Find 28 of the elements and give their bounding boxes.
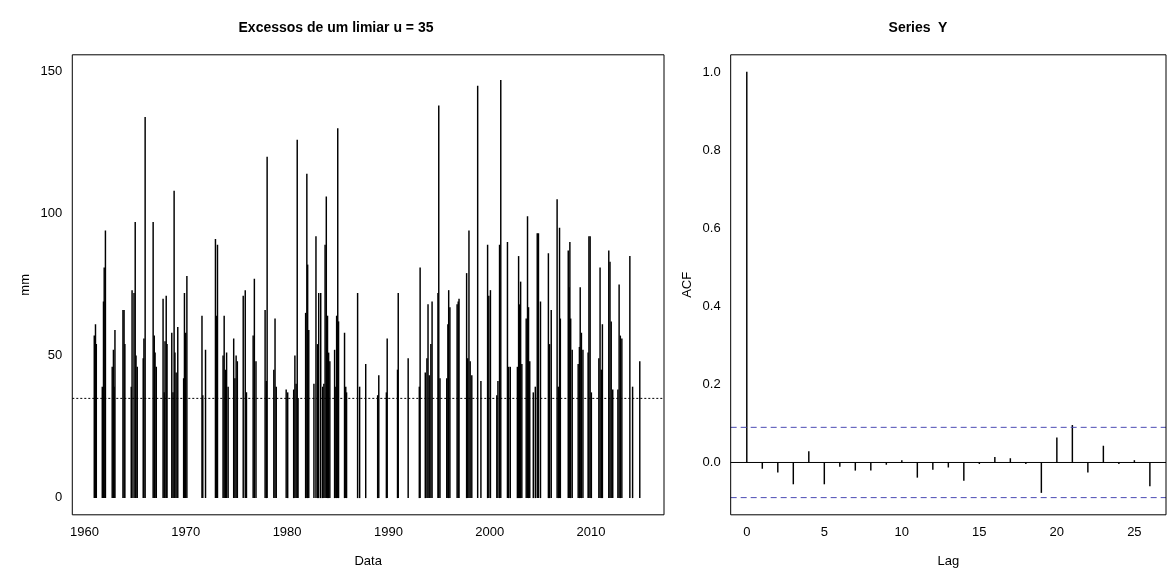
x-axis-title: Data [354,552,383,568]
y-axis-title: ACF [679,271,695,298]
y-tick-label: 0.6 [702,219,721,235]
x-tick-label: 25 [1127,524,1142,540]
x-tick-label: 1990 [373,524,403,540]
x-tick-label: 2010 [576,524,606,540]
chart-title: Excessos de um limiar u = 35 [238,19,434,36]
y-tick-label: 0.4 [702,297,721,313]
x-tick-label: 0 [743,524,751,540]
y-tick-label: 1.0 [702,63,721,79]
x-tick-label: 2000 [475,524,505,540]
x-tick-label: 1960 [69,524,99,540]
y-tick-label: 0.0 [702,454,721,470]
y-tick-label: 0.8 [702,141,721,157]
y-axis-title: mm [17,273,33,296]
x-axis-title: Lag [937,552,960,568]
chart-title: Series Y [888,19,949,36]
y-tick-label: 100 [40,205,63,221]
y-tick-label: 0.2 [702,375,721,391]
y-tick-label: 50 [47,347,63,363]
x-tick-label: 10 [894,524,910,540]
x-tick-label: 5 [820,524,828,540]
y-tick-label: 0 [55,489,63,505]
y-tick-label: 150 [40,63,63,79]
x-tick-label: 20 [1049,524,1065,540]
x-tick-label: 1970 [171,524,201,540]
x-tick-label: 15 [972,524,987,540]
x-tick-label: 1980 [272,524,302,540]
